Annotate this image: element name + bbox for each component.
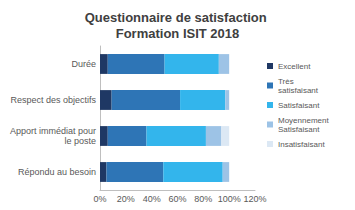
svg-text:Moyennement: Moyennement: [278, 116, 331, 125]
svg-text:80%: 80%: [194, 194, 212, 204]
svg-text:Répondu au besoin: Répondu au besoin: [18, 167, 96, 177]
svg-text:satisfaisant: satisfaisant: [278, 86, 319, 95]
svg-text:Insatisfaisant: Insatisfaisant: [278, 140, 325, 149]
svg-text:Très: Très: [278, 77, 296, 86]
svg-text:40%: 40%: [143, 194, 161, 204]
svg-text:0%: 0%: [93, 194, 106, 204]
svg-text:Apport immédiat pour: Apport immédiat pour: [10, 126, 96, 136]
svg-text:Satisfaisant: Satisfaisant: [278, 125, 320, 134]
svg-text:le poste: le poste: [62, 136, 96, 146]
svg-text:Excellent: Excellent: [278, 62, 311, 71]
svg-text:20%: 20%: [117, 194, 135, 204]
svg-text:Respect des objectifs: Respect des objectifs: [10, 95, 96, 105]
svg-text:60%: 60%: [168, 194, 186, 204]
svg-text:Durée: Durée: [71, 59, 96, 69]
svg-text:120%: 120%: [243, 194, 266, 204]
svg-text:100%: 100%: [218, 194, 241, 204]
svg-text:Satisfaisant: Satisfaisant: [278, 101, 320, 110]
svg-text:Formation ISIT 2018: Formation ISIT 2018: [116, 26, 240, 41]
svg-text:Questionnaire de satisfaction: Questionnaire de satisfaction: [85, 10, 271, 25]
